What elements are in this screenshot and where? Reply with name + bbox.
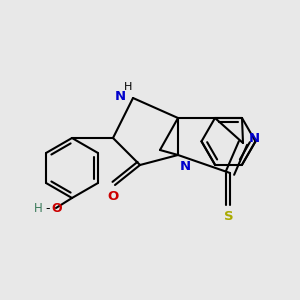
Text: H: H: [34, 202, 42, 215]
Text: O: O: [107, 190, 118, 202]
Text: N: N: [179, 160, 191, 173]
Text: O: O: [52, 202, 62, 215]
Text: N: N: [248, 133, 260, 146]
Text: S: S: [224, 211, 234, 224]
Text: N: N: [114, 89, 126, 103]
Text: -: -: [46, 202, 50, 215]
Text: H: H: [124, 82, 132, 92]
